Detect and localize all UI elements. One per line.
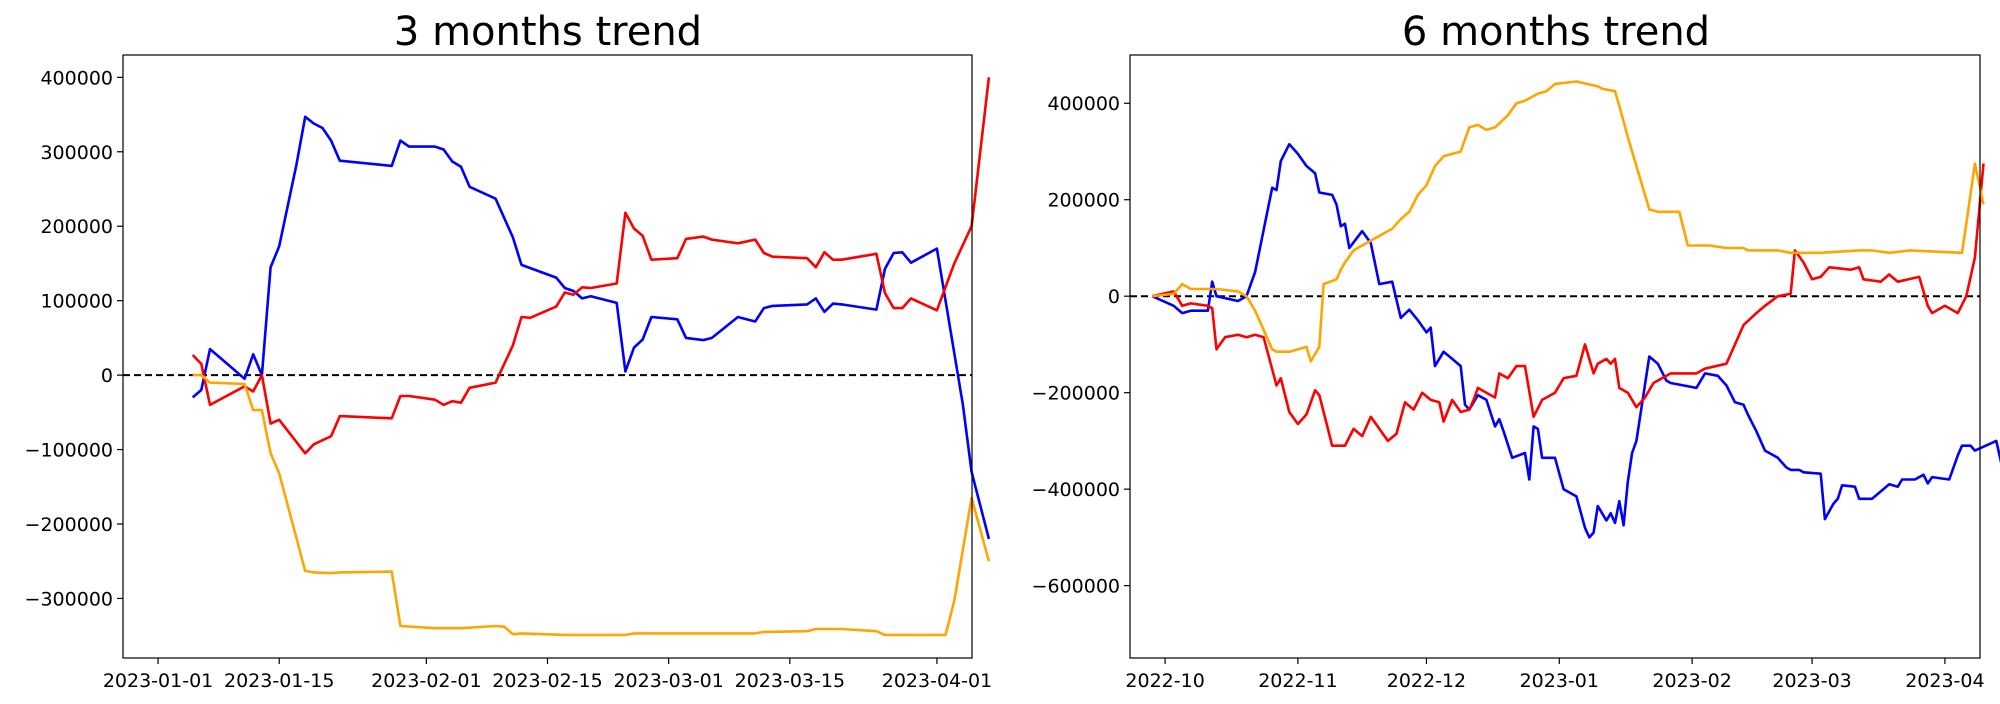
- y-tick-label: −200000: [1032, 383, 1120, 405]
- x-tick-label: 2023-03-15: [735, 670, 845, 692]
- axes-frame: [122, 54, 973, 659]
- series-line-1: [191, 77, 991, 455]
- y-tick-label: −200000: [25, 514, 113, 536]
- y-tick-label: 400000: [40, 67, 113, 89]
- y-tick-label: 200000: [40, 216, 113, 238]
- y-tick-label: −600000: [1032, 576, 1120, 598]
- y-tick-label: −300000: [25, 588, 113, 610]
- x-tick-label: 2023-02-15: [492, 670, 602, 692]
- x-tick-label: 2023-03-01: [613, 670, 723, 692]
- plot-area: −600000 −400000 −200000 0 200000 400000 2022-1…: [1032, 54, 2000, 692]
- x-tick-label: 2023-01-01: [103, 670, 213, 692]
- y-tick-label: 0: [1108, 286, 1120, 308]
- y-tick-label: 200000: [1047, 190, 1120, 212]
- y-tick-label: 400000: [1047, 93, 1120, 115]
- y-tick-label: 300000: [40, 142, 113, 164]
- x-tick-label: 2023-01: [1520, 670, 1599, 692]
- chart-3-months: 3 months trend −300000 −200000 −100000 0 100…: [25, 9, 993, 692]
- plot-area: −300000 −200000 −100000 0 100000 200000 300000…: [25, 54, 992, 692]
- axes-frame: [1129, 54, 1981, 659]
- series-line-1: [1151, 163, 1985, 448]
- x-tick-label: 2022-12: [1387, 670, 1466, 692]
- x-tick-label: 2023-04-01: [882, 670, 992, 692]
- chart-6-months: 6 months trend −600000 −400000 −200000 0 200…: [1032, 9, 2000, 692]
- x-tick-label: 2023-02: [1652, 670, 1731, 692]
- chart-title: 6 months trend: [1402, 9, 1710, 55]
- series-line-0: [1151, 142, 2000, 539]
- y-tick-label: 100000: [40, 291, 113, 313]
- x-tick-label: 2023-01-15: [224, 670, 334, 692]
- x-tick-label: 2023-03: [1772, 670, 1851, 692]
- series-line-2: [1152, 80, 1985, 363]
- y-tick-label: −400000: [1032, 479, 1120, 501]
- x-tick-label: 2023-02-01: [371, 670, 481, 692]
- series-line-2: [192, 373, 991, 637]
- x-tick-label: 2023-04: [1905, 670, 1984, 692]
- x-tick-label: 2022-10: [1125, 670, 1204, 692]
- x-tick-label: 2022-11: [1258, 670, 1337, 692]
- chart-title: 3 months trend: [394, 9, 702, 55]
- series-line-0: [191, 115, 991, 540]
- y-tick-label: 0: [101, 365, 113, 387]
- y-tick-label: −100000: [25, 440, 113, 462]
